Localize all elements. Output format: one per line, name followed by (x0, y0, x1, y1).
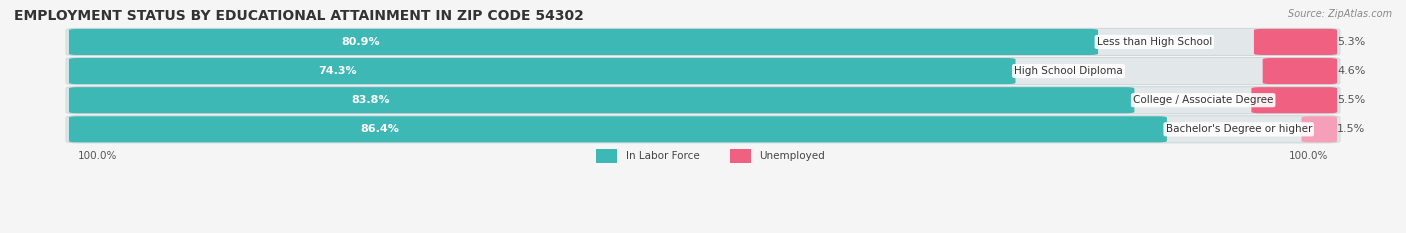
Text: 86.4%: 86.4% (360, 124, 399, 134)
Text: 100.0%: 100.0% (77, 151, 117, 161)
FancyBboxPatch shape (730, 150, 751, 163)
Text: 74.3%: 74.3% (318, 66, 357, 76)
FancyBboxPatch shape (69, 29, 1098, 55)
Text: 80.9%: 80.9% (342, 37, 380, 47)
Text: High School Diploma: High School Diploma (1014, 66, 1123, 76)
Text: College / Associate Degree: College / Associate Degree (1133, 95, 1274, 105)
Text: 5.5%: 5.5% (1337, 95, 1365, 105)
FancyBboxPatch shape (66, 116, 1340, 143)
FancyBboxPatch shape (1251, 87, 1337, 113)
Text: 100.0%: 100.0% (1289, 151, 1329, 161)
FancyBboxPatch shape (1302, 116, 1337, 142)
FancyBboxPatch shape (69, 116, 1167, 142)
FancyBboxPatch shape (1263, 58, 1337, 84)
FancyBboxPatch shape (596, 150, 617, 163)
FancyBboxPatch shape (66, 87, 1340, 114)
FancyBboxPatch shape (1254, 29, 1337, 55)
FancyBboxPatch shape (66, 58, 1340, 85)
FancyBboxPatch shape (66, 28, 1340, 55)
Text: 83.8%: 83.8% (352, 95, 391, 105)
Text: EMPLOYMENT STATUS BY EDUCATIONAL ATTAINMENT IN ZIP CODE 54302: EMPLOYMENT STATUS BY EDUCATIONAL ATTAINM… (14, 9, 583, 23)
Text: Less than High School: Less than High School (1097, 37, 1212, 47)
Text: 1.5%: 1.5% (1337, 124, 1365, 134)
FancyBboxPatch shape (69, 87, 1135, 113)
Text: Unemployed: Unemployed (759, 151, 825, 161)
Text: Bachelor's Degree or higher: Bachelor's Degree or higher (1166, 124, 1312, 134)
Text: 4.6%: 4.6% (1337, 66, 1365, 76)
Text: Source: ZipAtlas.com: Source: ZipAtlas.com (1288, 9, 1392, 19)
Text: 5.3%: 5.3% (1337, 37, 1365, 47)
FancyBboxPatch shape (69, 58, 1015, 84)
Text: In Labor Force: In Labor Force (626, 151, 699, 161)
